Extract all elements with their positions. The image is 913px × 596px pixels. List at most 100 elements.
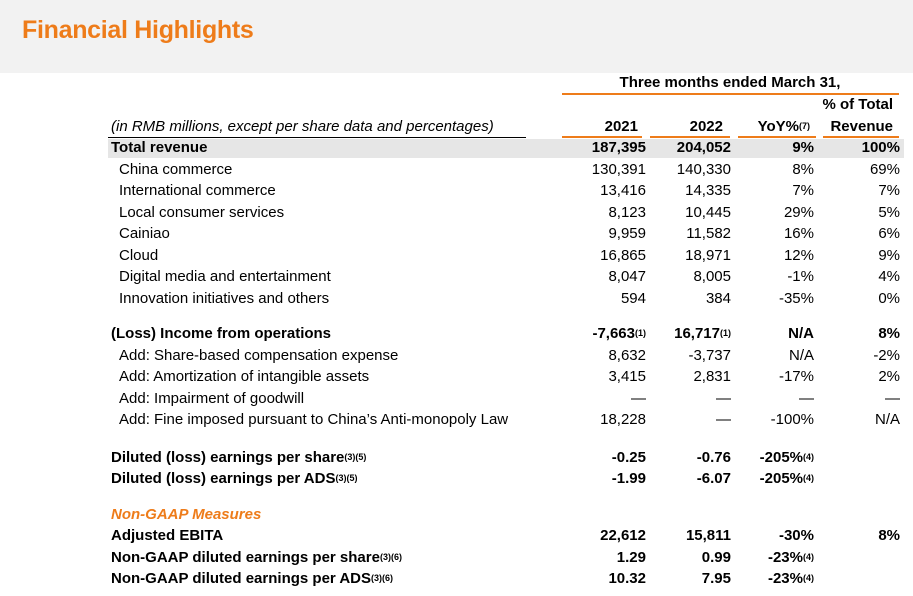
non_gaap-yoy-text: -30%: [778, 527, 814, 544]
non_gaap-2021: 22,612: [560, 527, 646, 545]
units-underline: [108, 137, 526, 138]
revenue-2021-text: 13,416: [600, 182, 646, 199]
operations-yoy: —: [731, 390, 814, 408]
eps-yoy-footnote: (4): [803, 452, 814, 462]
revenue-2021-text: 8,047: [608, 268, 646, 285]
operations-label-text: Add: Fine imposed pursuant to China’s An…: [119, 411, 509, 428]
operations-label-text: (Loss) Income from operations: [111, 325, 332, 342]
revenue-label: Innovation initiatives and others: [119, 290, 329, 308]
eps-label-footnote: (3)(5): [344, 452, 367, 462]
eps-2021: -0.25: [560, 449, 646, 467]
revenue-label: Digital media and entertainment: [119, 268, 331, 286]
revenue-2022-text: 8,005: [693, 268, 731, 285]
col-2022-underline: [650, 136, 730, 138]
col-2022-header: 2022: [689, 118, 723, 135]
revenue-pct: 0%: [814, 290, 900, 308]
revenue-2022-text: 18,971: [685, 246, 731, 264]
revenue-yoy-text: 16%: [783, 225, 814, 242]
operations-yoy: N/A: [731, 325, 814, 343]
non_gaap-2022-text: 15,811: [685, 527, 731, 544]
revenue-pct: 100%: [814, 139, 900, 157]
eps-yoy: -205%(4): [731, 470, 814, 488]
col-yoy-footnote: (7): [799, 121, 810, 131]
eps-label-text: Diluted (loss) earnings per ADS: [111, 470, 336, 487]
revenue-2021-text: 9,959: [608, 225, 646, 242]
non_gaap-yoy: -30%: [731, 527, 814, 545]
eps-label-text: Diluted (loss) earnings per share: [111, 449, 345, 466]
non_gaap-2022: 0.99: [646, 549, 731, 567]
revenue-label-text: International commerce: [119, 182, 276, 199]
revenue-label-text: Cainiao: [119, 225, 170, 242]
eps-yoy: -205%(4): [731, 449, 814, 467]
revenue-2022: 18,971: [646, 247, 731, 265]
non_gaap-label-text: Adjusted EBITA: [111, 527, 224, 544]
revenue-pct: 6%: [814, 225, 900, 243]
operations-2021: 18,228: [560, 411, 646, 429]
operations-2021: 3,415: [560, 368, 646, 386]
operations-yoy-text: -100%: [770, 411, 814, 428]
operations-yoy-text: N/A: [788, 346, 814, 364]
revenue-pct: 9%: [814, 247, 900, 265]
non_gaap-2021-text: 22,612: [600, 527, 646, 544]
revenue-yoy-text: -1%: [787, 268, 814, 285]
period-underline: [562, 93, 899, 95]
operations-2022: -3,737: [646, 347, 731, 365]
total-revenue-shading: [108, 139, 904, 158]
operations-2022-text: —: [716, 411, 731, 428]
operations-pct-text: -2%: [873, 346, 900, 364]
revenue-label: China commerce: [119, 161, 232, 179]
operations-label-text: Add: Amortization of intangible assets: [119, 368, 370, 385]
operations-2021-text: 18,228: [600, 411, 646, 428]
non-gaap-title: Non-GAAP Measures: [111, 506, 262, 523]
revenue-2021: 8,047: [560, 268, 646, 286]
non_gaap-yoy: -23%(4): [731, 570, 814, 588]
operations-2021-text: -7,663: [592, 325, 635, 342]
operations-2021-text: 3,415: [608, 368, 646, 385]
revenue-pct-text: 6%: [878, 225, 900, 242]
eps-2021: -1.99: [560, 470, 646, 488]
operations-label: Add: Amortization of intangible assets: [119, 368, 369, 386]
operations-yoy: -100%: [731, 411, 814, 429]
revenue-yoy-text: -35%: [778, 289, 814, 307]
operations-2021: —: [560, 390, 646, 408]
revenue-label-text: China commerce: [119, 160, 233, 178]
operations-label-text: Add: Share-based compensation expense: [119, 346, 399, 364]
revenue-yoy: 9%: [731, 139, 814, 157]
revenue-pct-text: 7%: [878, 182, 900, 199]
operations-2022-text: -3,737: [688, 346, 731, 364]
revenue-yoy-text: 7%: [792, 182, 814, 199]
non_gaap-label: Non-GAAP diluted earnings per ADS(3)(6): [111, 570, 393, 588]
eps-2022: -6.07: [646, 470, 731, 488]
operations-yoy-text: -17%: [778, 368, 814, 385]
revenue-2021: 13,416: [560, 182, 646, 200]
revenue-2022: 11,582: [646, 225, 731, 243]
revenue-yoy-text: 8%: [792, 160, 814, 178]
operations-yoy-text: —: [799, 389, 814, 407]
non_gaap-yoy: -23%(4): [731, 549, 814, 567]
revenue-label: Cainiao: [119, 225, 170, 243]
operations-label: Add: Fine imposed pursuant to China’s An…: [119, 411, 508, 429]
revenue-pct-text: 9%: [878, 246, 900, 264]
col-2021-underline: [562, 136, 642, 138]
revenue-2022-text: 10,445: [685, 203, 731, 221]
operations-pct: —: [814, 390, 900, 408]
operations-2021-text: 8,632: [608, 346, 646, 364]
operations-pct: 8%: [814, 325, 900, 343]
operations-2022-text: —: [716, 389, 731, 407]
revenue-yoy-text: 29%: [783, 203, 814, 221]
non_gaap-yoy-text: -23%: [767, 570, 803, 587]
revenue-2022-text: 384: [705, 289, 731, 307]
revenue-label-text: Cloud: [119, 246, 159, 264]
operations-2022-text: 2,831: [693, 368, 731, 385]
operations-2022-text: 16,717: [674, 325, 720, 342]
non_gaap-pct-text: 8%: [878, 527, 900, 544]
non_gaap-yoy-footnote: (4): [803, 573, 814, 583]
revenue-pct-text: 0%: [878, 289, 900, 307]
revenue-2021-text: 16,865: [600, 246, 646, 264]
revenue-pct: 69%: [814, 161, 900, 179]
col-revenue-underline: [823, 136, 899, 138]
revenue-2022-text: 140,330: [676, 160, 731, 178]
non_gaap-label: Adjusted EBITA: [111, 527, 223, 545]
non_gaap-2022: 15,811: [646, 527, 731, 545]
revenue-pct-text: 4%: [878, 268, 900, 285]
